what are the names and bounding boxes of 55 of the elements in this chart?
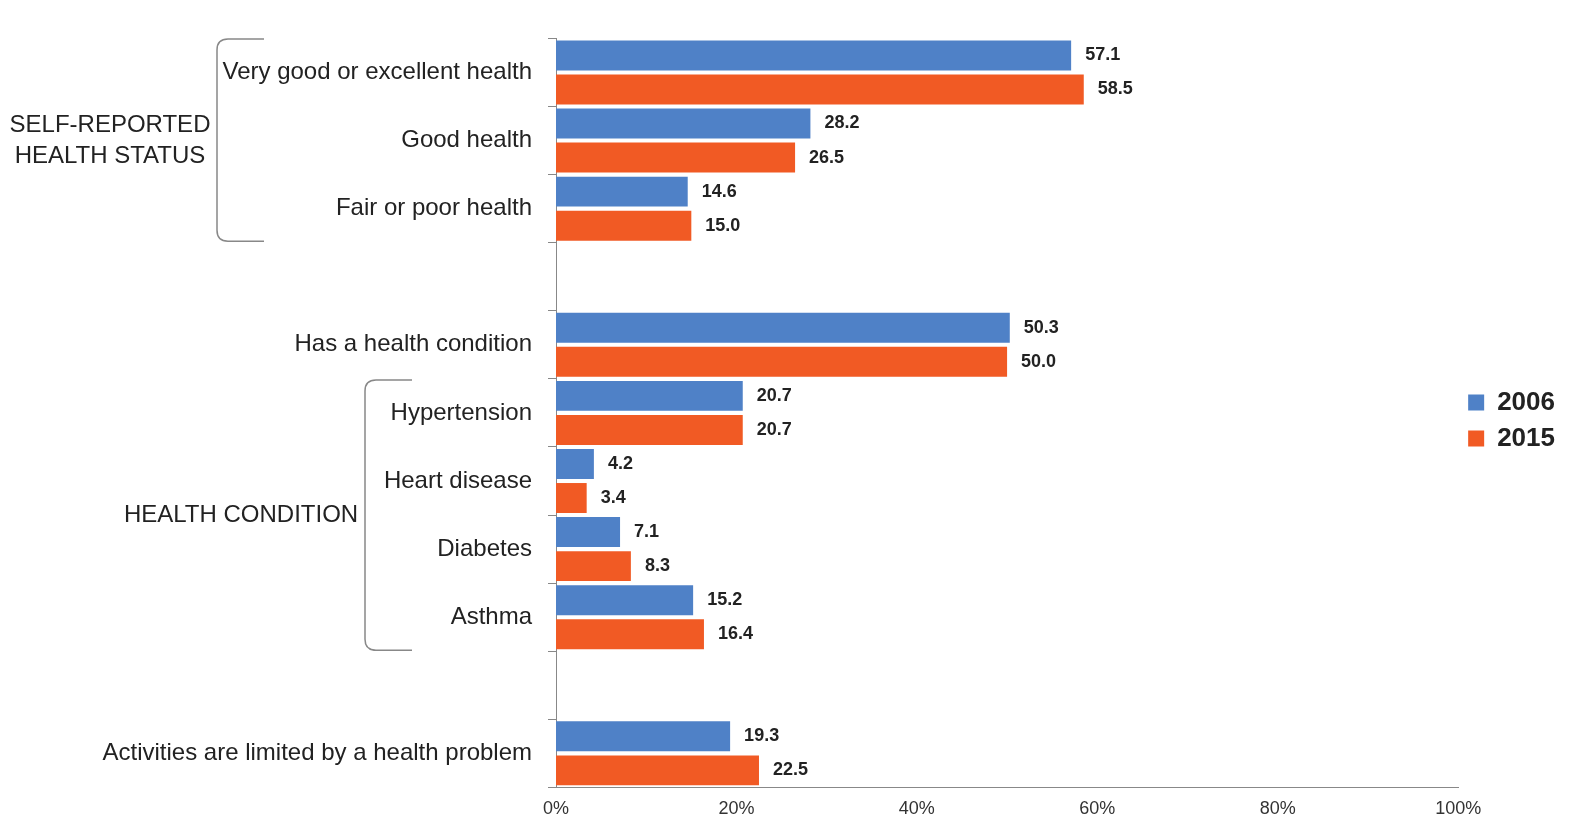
y-tick-label: Very good or excellent health xyxy=(222,57,532,85)
y-tick-label: Diabetes xyxy=(437,533,532,561)
data-label: 50.3 xyxy=(1023,316,1059,337)
data-label: 14.6 xyxy=(701,180,737,201)
x-tick-label: 20% xyxy=(718,798,755,819)
bar xyxy=(556,380,743,411)
text: SELF-REPORTED HEALTH STATUS xyxy=(9,109,211,168)
text: HEALTH CONDITION xyxy=(123,499,359,527)
legend-label: 2006 xyxy=(1497,385,1555,416)
data-label: 4.2 xyxy=(607,452,633,473)
bar xyxy=(556,74,1084,105)
data-label: 20.7 xyxy=(756,418,792,439)
x-tick-label: 40% xyxy=(898,798,935,819)
data-label: 28.2 xyxy=(824,112,860,133)
data-label: 57.1 xyxy=(1085,44,1121,65)
x-tick-label: 100% xyxy=(1435,798,1482,819)
bar xyxy=(556,517,621,548)
y-tick-label: Hypertension xyxy=(390,397,532,425)
bar xyxy=(556,40,1072,71)
y-tick-label: Heart disease xyxy=(383,465,532,493)
y-tick-label: Asthma xyxy=(450,601,533,629)
data-label: 22.5 xyxy=(772,759,809,780)
bar xyxy=(556,483,587,513)
bar xyxy=(556,142,796,173)
x-tick-label: 60% xyxy=(1079,798,1116,819)
data-label: 15.0 xyxy=(705,214,741,235)
data-label: 19.3 xyxy=(744,725,780,746)
data-label: 58.5 xyxy=(1097,78,1133,99)
y-tick-label: Good health xyxy=(401,125,532,153)
legend-label: 2015 xyxy=(1497,421,1555,452)
x-tick-label: 0% xyxy=(542,798,570,819)
data-label: 16.4 xyxy=(717,623,753,644)
data-label: 3.4 xyxy=(600,486,626,507)
x-tick-label: 80% xyxy=(1259,798,1296,819)
bar xyxy=(556,551,631,582)
data-label: 20.7 xyxy=(756,384,792,405)
data-label: 7.1 xyxy=(634,521,660,542)
bar xyxy=(556,619,704,650)
bar xyxy=(556,108,811,139)
bar xyxy=(556,755,759,786)
data-label: 50.0 xyxy=(1021,350,1057,371)
bar xyxy=(556,721,731,752)
y-tick-label: Activities are limited by a health problem xyxy=(102,737,532,765)
data-label: 8.3 xyxy=(644,555,670,576)
data-label: 26.5 xyxy=(809,146,845,167)
bar xyxy=(556,210,692,241)
bar xyxy=(556,414,743,445)
bar xyxy=(556,176,688,207)
y-tick-label: Fair or poor health xyxy=(335,193,532,221)
bar xyxy=(556,585,694,616)
y-tick-label: Has a health condition xyxy=(294,329,532,357)
data-label: 15.2 xyxy=(707,589,743,610)
bar xyxy=(556,346,1008,377)
bar xyxy=(556,448,594,479)
bar xyxy=(556,312,1010,343)
